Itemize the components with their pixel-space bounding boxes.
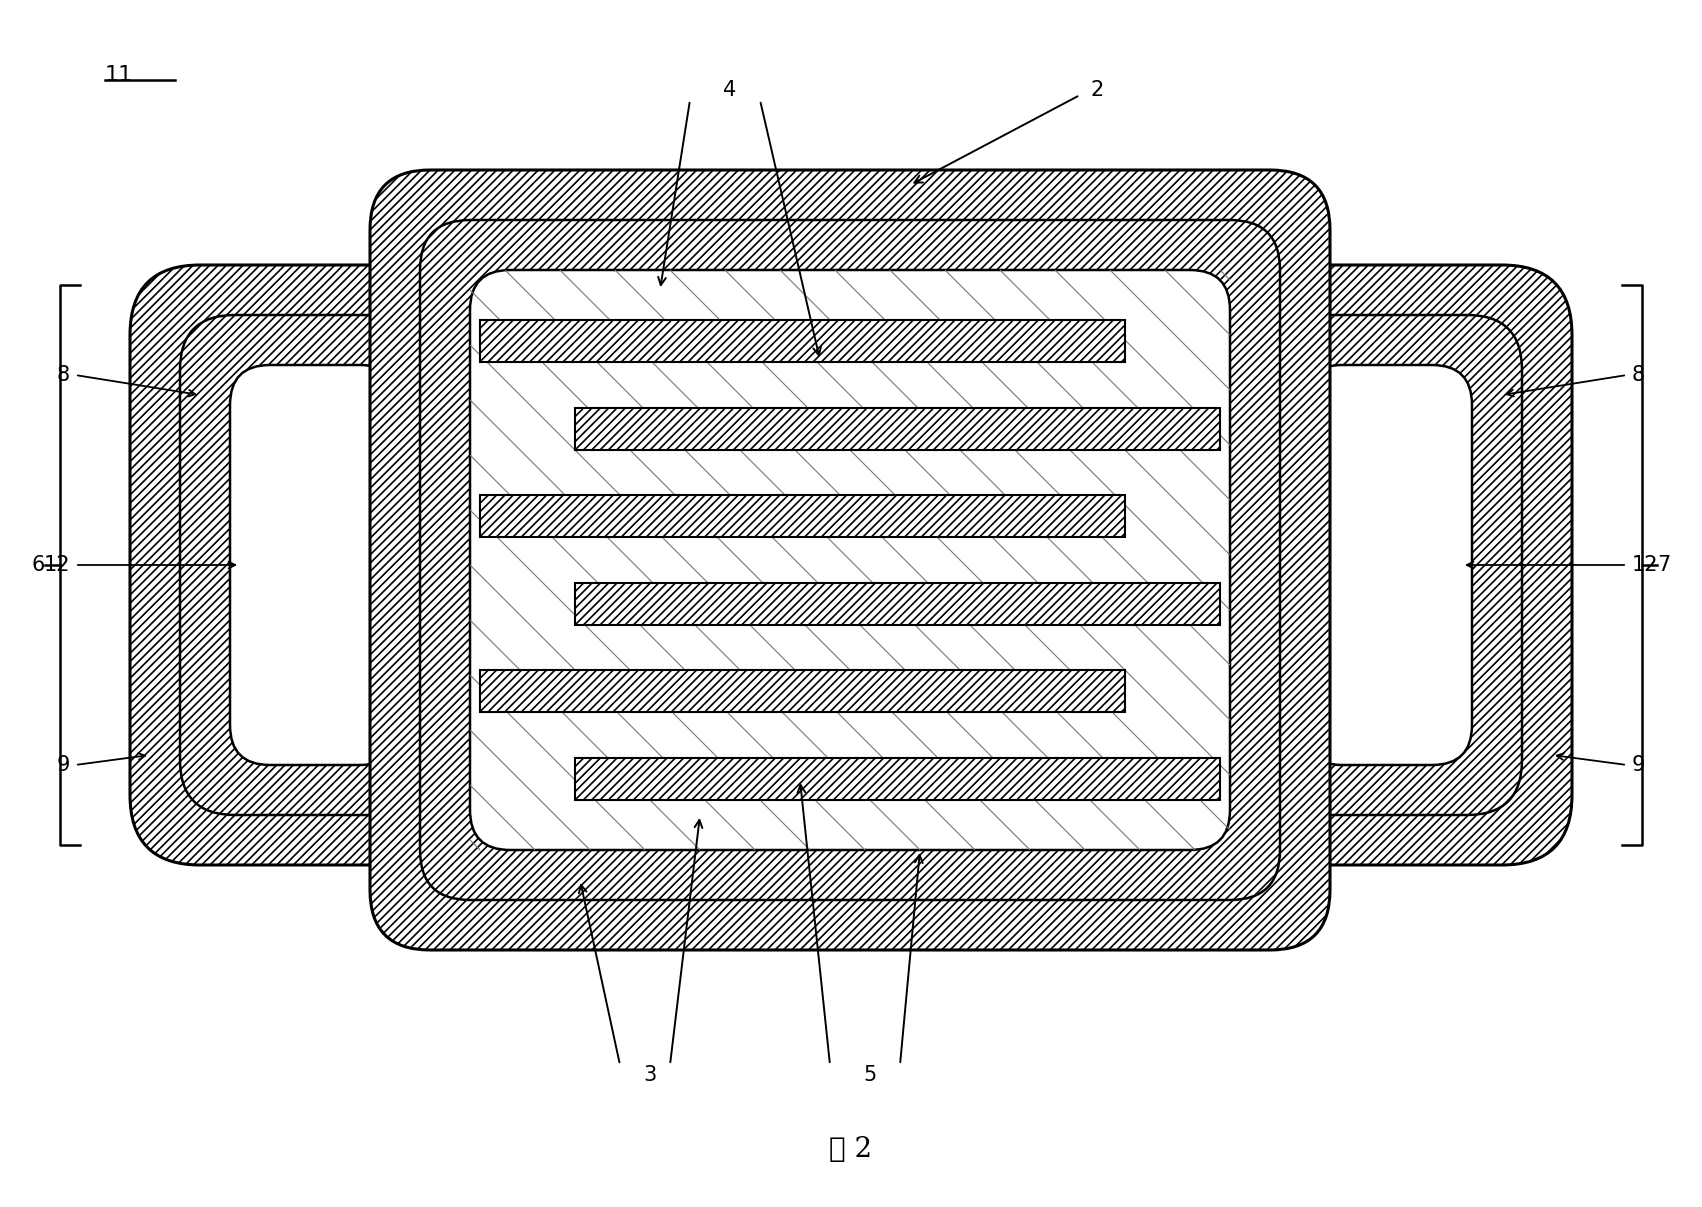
FancyBboxPatch shape <box>420 220 1280 900</box>
Text: 3: 3 <box>643 1065 657 1085</box>
Bar <box>575 583 1220 625</box>
Text: 9: 9 <box>56 756 70 775</box>
Text: 7: 7 <box>1658 555 1670 575</box>
FancyBboxPatch shape <box>230 365 400 765</box>
Bar <box>480 495 1125 537</box>
Bar <box>480 670 1125 712</box>
FancyBboxPatch shape <box>1202 266 1573 865</box>
Bar <box>480 495 1125 537</box>
Bar <box>575 583 1220 625</box>
Bar <box>480 670 1125 712</box>
FancyBboxPatch shape <box>1253 315 1522 815</box>
FancyBboxPatch shape <box>470 270 1231 850</box>
Text: 12: 12 <box>1632 555 1658 575</box>
FancyBboxPatch shape <box>369 170 1329 950</box>
Text: 4: 4 <box>723 80 737 100</box>
Text: 8: 8 <box>1632 365 1646 385</box>
Bar <box>480 320 1125 362</box>
FancyBboxPatch shape <box>180 315 449 815</box>
FancyBboxPatch shape <box>129 266 500 865</box>
Text: 11: 11 <box>106 65 133 84</box>
Bar <box>575 408 1220 449</box>
Bar <box>575 408 1220 449</box>
Text: 9: 9 <box>1632 756 1646 775</box>
Text: 图 2: 图 2 <box>829 1137 873 1164</box>
Bar <box>575 758 1220 800</box>
Bar <box>480 320 1125 362</box>
Bar <box>575 758 1220 800</box>
Text: 5: 5 <box>863 1065 877 1085</box>
Text: 8: 8 <box>56 365 70 385</box>
FancyBboxPatch shape <box>1302 365 1472 765</box>
Text: 6: 6 <box>32 555 44 575</box>
Text: 12: 12 <box>44 555 70 575</box>
Text: 2: 2 <box>1089 80 1103 100</box>
